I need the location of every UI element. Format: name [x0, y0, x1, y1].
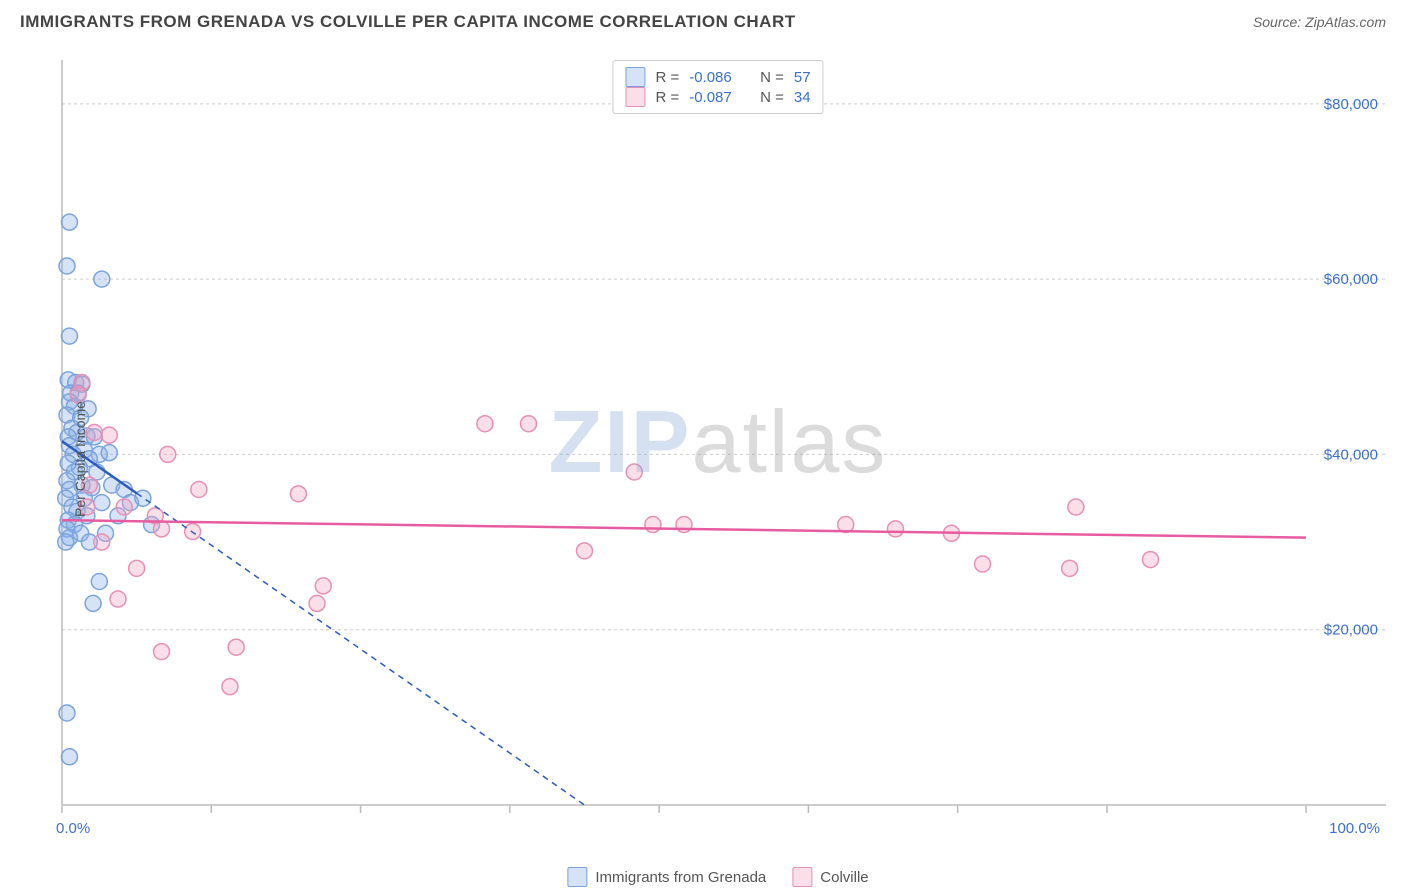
data-point	[61, 214, 77, 230]
data-point	[191, 481, 207, 497]
svg-text:100.0%: 100.0%	[1329, 820, 1380, 837]
data-point	[521, 416, 537, 432]
svg-text:$60,000: $60,000	[1324, 271, 1378, 288]
data-point	[975, 556, 991, 572]
data-point	[59, 705, 75, 721]
data-point	[228, 639, 244, 655]
n-value: 57	[794, 69, 811, 86]
legend-swatch	[567, 867, 587, 887]
data-point	[645, 517, 661, 533]
data-point	[477, 416, 493, 432]
data-point	[154, 521, 170, 537]
data-point	[91, 574, 107, 590]
data-point	[110, 591, 126, 607]
legend-row: R = -0.087 N = 34	[625, 87, 810, 107]
data-point	[94, 495, 110, 511]
r-value: -0.087	[689, 89, 732, 106]
data-point	[626, 464, 642, 480]
data-point	[290, 486, 306, 502]
r-value: -0.086	[689, 69, 732, 86]
svg-text:$80,000: $80,000	[1324, 96, 1378, 113]
data-point	[101, 427, 117, 443]
y-axis-title: Per Capita Income	[72, 401, 88, 517]
svg-text:$40,000: $40,000	[1324, 446, 1378, 463]
data-point	[576, 543, 592, 559]
data-point	[94, 271, 110, 287]
n-label: N =	[760, 89, 784, 106]
svg-text:$20,000: $20,000	[1324, 622, 1378, 639]
data-point	[59, 258, 75, 274]
data-point	[160, 446, 176, 462]
data-point	[309, 595, 325, 611]
data-point	[58, 534, 74, 550]
legend-item: Colville	[792, 867, 868, 887]
data-point	[887, 521, 903, 537]
data-point	[86, 425, 102, 441]
chart-title: IMMIGRANTS FROM GRENADA VS COLVILLE PER …	[20, 12, 796, 32]
data-point	[116, 499, 132, 515]
r-label: R =	[655, 69, 679, 86]
data-point	[315, 578, 331, 594]
data-point	[1062, 560, 1078, 576]
n-label: N =	[760, 69, 784, 86]
chart-area: Per Capita Income ZIPatlas $20,000$40,00…	[50, 55, 1386, 862]
data-point	[101, 445, 117, 461]
legend-correlation: R = -0.086 N = 57R = -0.087 N = 34	[612, 60, 823, 114]
data-point	[94, 534, 110, 550]
n-value: 34	[794, 89, 811, 106]
data-point	[1068, 499, 1084, 515]
source-attribution: Source: ZipAtlas.com	[1253, 14, 1386, 30]
data-point	[129, 560, 145, 576]
legend-item: Immigrants from Grenada	[567, 867, 766, 887]
svg-text:0.0%: 0.0%	[56, 820, 90, 837]
data-point	[222, 679, 238, 695]
data-point	[85, 595, 101, 611]
scatter-plot: $20,000 $40,000 $60,000 $80,000 0.0% 100.0%	[50, 55, 1386, 845]
legend-swatch	[625, 67, 645, 87]
data-point	[61, 749, 77, 765]
legend-series: Immigrants from Grenada Colville	[567, 867, 868, 887]
legend-swatch	[792, 867, 812, 887]
series-label: Immigrants from Grenada	[595, 869, 766, 886]
legend-swatch	[625, 87, 645, 107]
series-label: Colville	[820, 869, 868, 886]
data-point	[61, 328, 77, 344]
data-point	[1143, 552, 1159, 568]
r-label: R =	[655, 89, 679, 106]
data-point	[154, 644, 170, 660]
legend-row: R = -0.086 N = 57	[625, 67, 810, 87]
